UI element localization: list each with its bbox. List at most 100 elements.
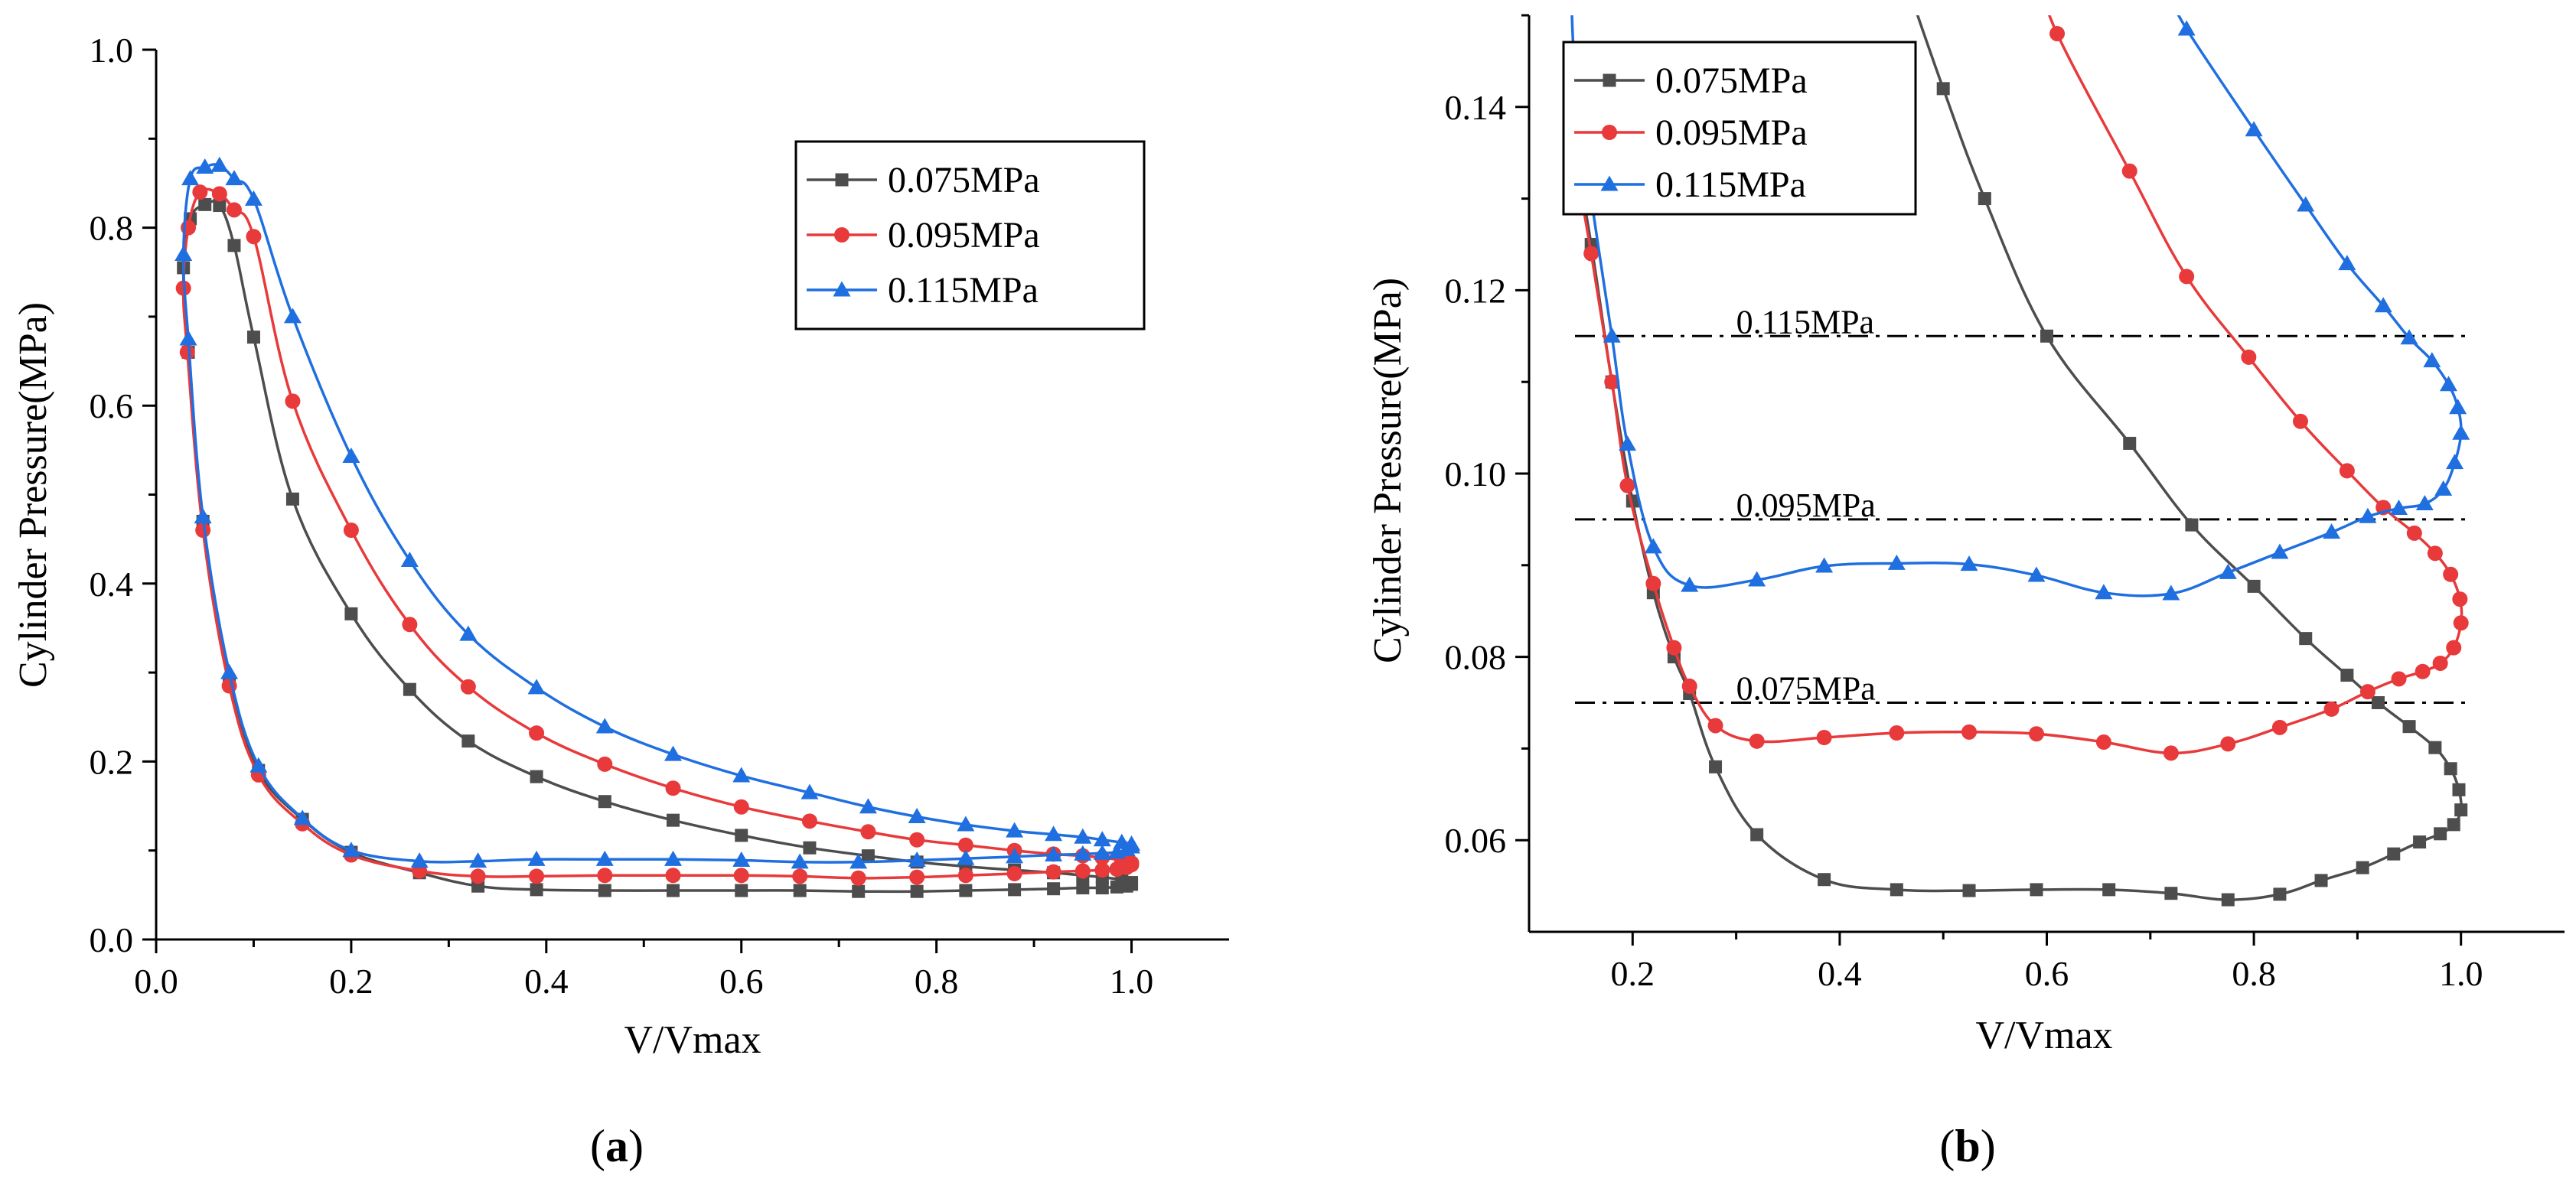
data-point-0.115MPa-4 (1619, 435, 1637, 451)
data-point-0.075MPa-46 (1125, 876, 1139, 890)
data-point-0.115MPa-13 (2162, 584, 2180, 601)
data-point-0.115MPa-29 (2297, 196, 2315, 212)
y-tick-label: 0.6 (90, 386, 134, 425)
y-tick-label: 0.08 (1445, 638, 1507, 677)
legend-b: 0.075MPa 0.095MPa 0.115MPa (1562, 41, 1917, 216)
x-tick-label: 0.4 (524, 962, 569, 1001)
data-point-0.075MPa-38 (861, 849, 875, 863)
data-point-0.115MPa-27 (2374, 297, 2392, 313)
data-point-0.115MPa-40 (957, 816, 975, 832)
legend-marker-0.075MPa (1603, 73, 1616, 87)
x-tick-label: 0.6 (2025, 954, 2069, 993)
data-point-0.115MPa-32 (459, 625, 478, 641)
x-tick-label: 0.8 (915, 962, 959, 1001)
data-point-0.095MPa-16 (2271, 719, 2287, 735)
data-point-0.115MPa-44 (1093, 831, 1111, 847)
data-point-0.115MPa-10 (791, 853, 809, 869)
data-point-0.115MPa-31 (400, 552, 419, 568)
data-point-0.075MPa-33 (530, 770, 543, 783)
data-point-0.095MPa-9 (1816, 730, 1832, 746)
x-tick-label: 1.0 (1110, 962, 1154, 1001)
data-point-0.095MPa-27 (226, 202, 242, 218)
data-point-0.075MPa-21 (2434, 827, 2447, 841)
data-point-0.095MPa-4 (1645, 575, 1661, 591)
data-point-0.075MPa-22 (2447, 818, 2460, 832)
data-point-0.095MPa-29 (285, 393, 301, 409)
data-point-0.115MPa-16 (2323, 523, 2341, 539)
data-point-0.075MPa-34 (2040, 329, 2053, 343)
data-point-0.115MPa-17 (2359, 507, 2377, 523)
legend-marker-0.075MPa (835, 173, 849, 187)
reference-line-label: 0.115MPa (1736, 303, 1875, 340)
x-tick-label: 0.2 (1611, 954, 1655, 993)
data-point-0.115MPa-11 (732, 851, 751, 867)
data-point-0.075MPa-24 (2452, 783, 2466, 796)
panel-a: 0.0 0.2 0.4 0.6 0.8 1.0 0.0 0.2 0.4 0.6 0.8 1.0 V/… (11, 31, 1229, 1171)
data-point-0.095MPa-22 (179, 344, 195, 360)
data-point-0.115MPa-22 (2452, 424, 2470, 440)
data-point-0.075MPa-23 (2454, 803, 2468, 817)
data-point-0.115MPa-21 (2446, 454, 2464, 470)
data-point-0.115MPa-24 (181, 170, 200, 186)
data-point-0.095MPa-33 (2121, 163, 2137, 179)
y-ticks-a: 0.0 0.2 0.4 0.6 0.8 1.0 (90, 31, 156, 959)
data-point-0.095MPa-22 (2446, 640, 2462, 656)
data-point-0.075MPa-31 (2247, 579, 2261, 593)
data-point-0.115MPa-20 (2434, 480, 2453, 496)
data-point-0.075MPa-10 (793, 884, 807, 897)
data-point-0.095MPa-6 (1681, 678, 1697, 694)
y-tick-label: 0.8 (90, 209, 134, 248)
legend-label: 0.095MPa (1655, 112, 1808, 153)
reference-line-label: 0.075MPa (1736, 670, 1876, 708)
data-point-0.115MPa-6 (1681, 576, 1699, 592)
data-point-0.115MPa-7 (957, 849, 975, 865)
data-point-0.115MPa-3 (1603, 327, 1621, 343)
data-point-0.095MPa-26 (211, 186, 227, 202)
data-point-0.115MPa-13 (595, 850, 614, 866)
data-point-0.115MPa-38 (859, 798, 877, 814)
data-point-0.095MPa-3 (1619, 477, 1635, 493)
data-point-0.095MPa-8 (1749, 733, 1765, 749)
data-point-0.115MPa-28 (244, 190, 262, 206)
data-point-0.075MPa-33 (2123, 436, 2137, 450)
data-point-0.115MPa-33 (527, 679, 546, 695)
data-point-0.075MPa-12 (2030, 883, 2043, 897)
data-point-0.115MPa-25 (2423, 352, 2441, 368)
data-point-0.075MPa-20 (2413, 835, 2427, 849)
data-point-0.075MPa-28 (2371, 696, 2385, 709)
data-point-0.095MPa-30 (2292, 413, 2308, 429)
data-point-0.095MPa-11 (1961, 724, 1978, 740)
data-point-0.075MPa-18 (2356, 861, 2369, 874)
data-point-0.115MPa-31 (2177, 20, 2196, 36)
data-point-0.075MPa-37 (803, 841, 817, 855)
data-point-0.115MPa-30 (2245, 121, 2263, 137)
data-point-0.095MPa-25 (2443, 566, 2459, 582)
data-point-0.115MPa-17 (342, 842, 360, 858)
data-point-0.095MPa-19 (2391, 671, 2407, 687)
data-point-0.115MPa-28 (2338, 255, 2356, 271)
data-point-0.095MPa-10 (792, 868, 808, 884)
data-point-0.095MPa-21 (2432, 655, 2448, 671)
data-point-0.115MPa-8 (1815, 557, 1834, 573)
data-point-0.095MPa-15 (470, 868, 486, 884)
data-point-0.075MPa-8 (1750, 828, 1764, 842)
data-point-0.115MPa-2 (1107, 843, 1126, 859)
data-point-0.095MPa-8 (909, 869, 925, 885)
data-point-0.115MPa-46 (1123, 835, 1141, 851)
data-point-0.075MPa-28 (246, 330, 260, 344)
data-point-0.075MPa-32 (2185, 518, 2199, 532)
data-point-0.075MPa-7 (959, 884, 973, 897)
y-tick-label: 0.12 (1445, 271, 1507, 310)
data-point-0.095MPa-10 (1889, 725, 1905, 741)
data-point-0.075MPa-3 (1095, 881, 1109, 895)
data-point-0.075MPa-4 (1076, 881, 1090, 895)
data-point-0.115MPa-18 (2390, 500, 2408, 516)
data-point-0.115MPa-15 (469, 852, 487, 868)
data-point-0.115MPa-6 (1006, 848, 1024, 864)
data-point-0.075MPa-29 (2340, 669, 2354, 682)
data-point-0.115MPa-23 (2449, 399, 2467, 415)
data-point-0.115MPa-3 (1093, 844, 1111, 860)
data-point-0.075MPa-14 (2164, 887, 2178, 900)
data-point-0.115MPa-22 (179, 330, 197, 346)
data-point-0.115MPa-32 (2162, 0, 2180, 4)
